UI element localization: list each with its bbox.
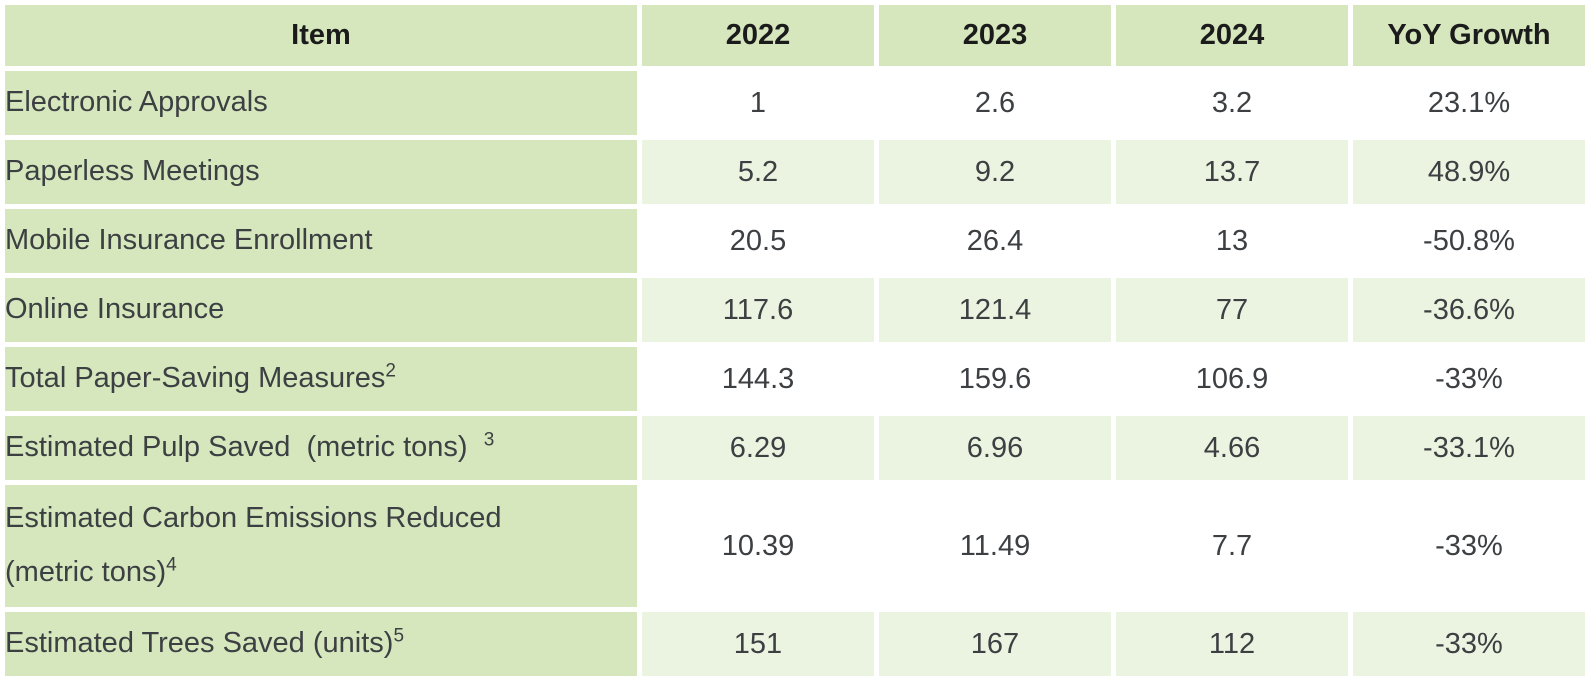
footnote-superscript: 3	[483, 429, 495, 451]
table-row-total-paper-saving-measures: Total Paper-Saving Measures2 144.3 159.6…	[5, 347, 1585, 411]
cell-yoy-growth: -50.8%	[1353, 209, 1585, 273]
cell-2024: 13	[1116, 209, 1348, 273]
footnote-superscript: 4	[166, 554, 177, 576]
row-label: Estimated Pulp Saved (metric tons)	[5, 431, 484, 464]
table-header-row: Item 2022 2023 2024 YoY Growth	[5, 5, 1585, 66]
cell-yoy-growth: -33.1%	[1353, 416, 1585, 480]
table-row-estimated-carbon-emissions-reduced: Estimated Carbon Emissions Reduced (metr…	[5, 485, 1585, 607]
table-row-estimated-trees-saved: Estimated Trees Saved (units)5 151 167 1…	[5, 612, 1585, 676]
row-label: Total Paper-Saving Measures	[5, 362, 386, 395]
cell-2022: 151	[642, 612, 874, 676]
row-label-cell: Estimated Trees Saved (units)5	[5, 612, 637, 676]
cell-yoy-growth: 48.9%	[1353, 140, 1585, 204]
cell-2023: 11.49	[879, 485, 1111, 607]
cell-yoy-growth: -33%	[1353, 612, 1585, 676]
footnote-superscript: 2	[385, 360, 396, 382]
cell-2022: 5.2	[642, 140, 874, 204]
row-label-cell: Online Insurance	[5, 278, 637, 342]
column-header-item: Item	[5, 5, 637, 66]
cell-2023: 167	[879, 612, 1111, 676]
cell-2024: 7.7	[1116, 485, 1348, 607]
column-header-2024: 2024	[1116, 5, 1348, 66]
row-label: Online Insurance	[5, 293, 225, 326]
row-label-cell: Electronic Approvals	[5, 71, 637, 135]
row-label-cell: Estimated Carbon Emissions Reduced (metr…	[5, 485, 637, 607]
cell-2023: 2.6	[879, 71, 1111, 135]
row-label: Paperless Meetings	[5, 155, 260, 188]
cell-2022: 6.29	[642, 416, 874, 480]
cell-2024: 4.66	[1116, 416, 1348, 480]
row-label-cell: Paperless Meetings	[5, 140, 637, 204]
cell-2024: 3.2	[1116, 71, 1348, 135]
footnote-superscript: 5	[393, 625, 405, 647]
table-row-estimated-pulp-saved: Estimated Pulp Saved (metric tons) 3 6.2…	[5, 416, 1585, 480]
cell-yoy-growth: -36.6%	[1353, 278, 1585, 342]
cell-yoy-growth: -33%	[1353, 347, 1585, 411]
cell-2023: 9.2	[879, 140, 1111, 204]
cell-2024: 106.9	[1116, 347, 1348, 411]
cell-2024: 13.7	[1116, 140, 1348, 204]
cell-2022: 1	[642, 71, 874, 135]
cell-2022: 144.3	[642, 347, 874, 411]
column-header-2023: 2023	[879, 5, 1111, 66]
cell-2022: 20.5	[642, 209, 874, 273]
cell-2022: 10.39	[642, 485, 874, 607]
cell-2022: 117.6	[642, 278, 874, 342]
table-row-online-insurance: Online Insurance 117.6 121.4 77 -36.6%	[5, 278, 1585, 342]
cell-yoy-growth: 23.1%	[1353, 71, 1585, 135]
table-row-paperless-meetings: Paperless Meetings 5.2 9.2 13.7 48.9%	[5, 140, 1585, 204]
row-label: Electronic Approvals	[5, 86, 268, 119]
cell-2024: 77	[1116, 278, 1348, 342]
cell-2023: 26.4	[879, 209, 1111, 273]
row-label: Estimated Carbon Emissions Reduced (metr…	[5, 502, 502, 588]
row-label-cell: Mobile Insurance Enrollment	[5, 209, 637, 273]
row-label: Mobile Insurance Enrollment	[5, 224, 373, 257]
row-label-cell: Estimated Pulp Saved (metric tons) 3	[5, 416, 637, 480]
table-row-mobile-insurance-enrollment: Mobile Insurance Enrollment 20.5 26.4 13…	[5, 209, 1585, 273]
cell-2023: 121.4	[879, 278, 1111, 342]
column-header-2022: 2022	[642, 5, 874, 66]
cell-2024: 112	[1116, 612, 1348, 676]
row-label: Estimated Trees Saved (units)	[5, 627, 394, 660]
cell-2023: 159.6	[879, 347, 1111, 411]
column-header-yoy-growth: YoY Growth	[1353, 5, 1585, 66]
cell-yoy-growth: -33%	[1353, 485, 1585, 607]
row-label-cell: Total Paper-Saving Measures2	[5, 347, 637, 411]
table-row-electronic-approvals: Electronic Approvals 1 2.6 3.2 23.1%	[5, 71, 1585, 135]
cell-2023: 6.96	[879, 416, 1111, 480]
